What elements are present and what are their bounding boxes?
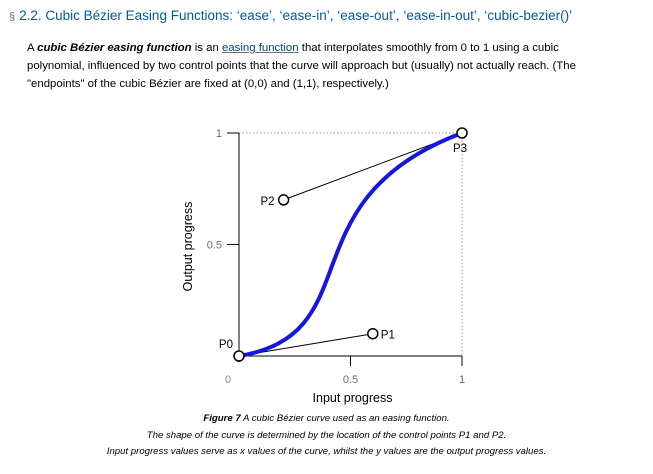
figure-label: Figure 7 xyxy=(203,413,241,424)
control-point-label-p3: P3 xyxy=(453,143,467,155)
easing-function-link[interactable]: easing function xyxy=(221,42,299,54)
control-point-p1[interactable] xyxy=(367,327,379,340)
intro-paragraph: A cubic Bézier easing function is an eas… xyxy=(27,39,617,93)
x-tick-label-1: 0.5 xyxy=(343,374,358,386)
y-tick-label-0: 0.5 xyxy=(207,240,222,252)
figure-caption-line3: Input progress values serve as x values … xyxy=(106,446,547,457)
figure-caption-line1: Figure 7 A cubic Bézier curve used as an… xyxy=(0,413,653,424)
bezier-curve xyxy=(237,131,464,358)
control-point-label-p2: P2 xyxy=(261,196,275,208)
para-term: cubic Bézier easing function xyxy=(37,42,192,54)
section-heading: § 2.2. Cubic Bézier Easing Functions: ‘ea… xyxy=(9,8,649,28)
control-point-p2[interactable] xyxy=(277,194,290,206)
section-link-icon[interactable]: § xyxy=(9,11,16,23)
para-text-2: is an xyxy=(191,42,222,54)
x-axis-label: Input progress xyxy=(313,391,393,405)
control-point-p3[interactable] xyxy=(456,127,468,139)
para-text-3: that interpolates smoothly from 0 to 1 u… xyxy=(27,42,576,90)
figure-caption-line2: The shape of the curve is determined by … xyxy=(146,430,507,441)
para-text-1: A xyxy=(27,42,38,54)
section-title: 2.2. Cubic Bézier Easing Functions: ‘eas… xyxy=(19,8,573,23)
x-tick-label-0: 0 xyxy=(225,374,231,386)
control-point-label-p0: P0 xyxy=(219,339,233,351)
caption-text-1: A cubic Bézier curve used as an easing f… xyxy=(240,413,450,424)
y-tick-label-1: 1 xyxy=(216,128,222,140)
x-tick-label-2: 1 xyxy=(459,374,465,386)
y-axis-label: Output progress xyxy=(181,202,195,292)
plot-area: 0 0.5 1 0.5 1 Input progress Output progress P0… xyxy=(181,127,468,405)
control-point-label-p1: P1 xyxy=(381,330,395,342)
control-point-p0[interactable] xyxy=(233,350,245,362)
